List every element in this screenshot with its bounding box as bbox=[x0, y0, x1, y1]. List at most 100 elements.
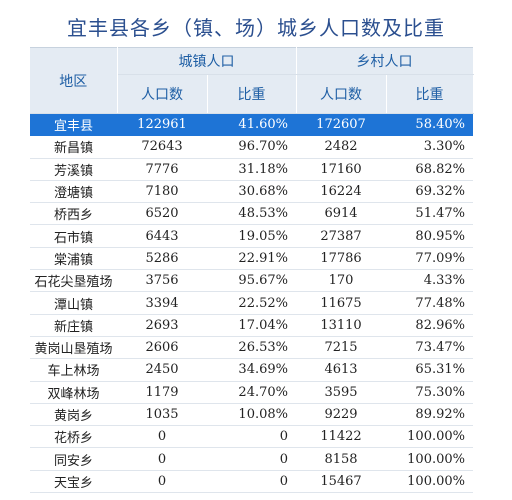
table-row[interactable]: 同安乡 0 0 8158 100.00% bbox=[30, 447, 473, 471]
table-row[interactable]: 宜丰县 122961 41.60% 172607 58.40% bbox=[30, 113, 473, 137]
cell-urban-population: 122961 bbox=[117, 113, 207, 137]
cell-rural-population: 7215 bbox=[296, 336, 386, 360]
cell-urban-population: 1035 bbox=[117, 403, 207, 427]
cell-region-name: 黄岗山垦殖场 bbox=[30, 336, 117, 360]
cell-rural-ratio: 100.00% bbox=[386, 447, 473, 471]
cell-region-name: 车上林场 bbox=[30, 358, 117, 382]
cell-rural-population: 6914 bbox=[296, 202, 386, 226]
column-group-rural[interactable]: 乡村人口 bbox=[296, 47, 474, 75]
cell-urban-ratio: 48.53% bbox=[207, 202, 296, 226]
cell-urban-ratio: 34.69% bbox=[207, 358, 296, 382]
cell-rural-ratio: 73.47% bbox=[386, 336, 473, 360]
column-header-region[interactable]: 地区 bbox=[30, 47, 118, 114]
cell-rural-ratio: 80.95% bbox=[386, 224, 473, 248]
cell-region-name: 黄岗乡 bbox=[30, 403, 117, 427]
cell-region-name: 桥西乡 bbox=[30, 202, 117, 226]
cell-urban-ratio: 10.08% bbox=[207, 403, 296, 427]
cell-rural-ratio: 75.30% bbox=[386, 381, 473, 404]
cell-rural-population: 4613 bbox=[296, 358, 386, 382]
header-row-group: 地区 城镇人口 乡村人口 bbox=[30, 47, 474, 114]
cell-urban-population: 0 bbox=[117, 447, 207, 471]
cell-rural-ratio: 82.96% bbox=[386, 314, 473, 337]
cell-urban-ratio: 26.53% bbox=[207, 336, 296, 360]
cell-rural-population: 2482 bbox=[296, 135, 386, 159]
cell-urban-ratio: 96.70% bbox=[207, 135, 296, 159]
cell-urban-population: 0 bbox=[117, 470, 207, 494]
table-row[interactable]: 桥西乡 6520 48.53% 6914 51.47% bbox=[30, 202, 473, 226]
cell-rural-ratio: 3.30% bbox=[386, 135, 473, 159]
cell-rural-ratio: 100.00% bbox=[386, 470, 473, 494]
cell-urban-population: 6520 bbox=[117, 202, 207, 226]
table-row[interactable]: 棠浦镇 5286 22.91% 17786 77.09% bbox=[30, 247, 473, 271]
cell-region-name: 芳溪镇 bbox=[30, 158, 117, 181]
table-row[interactable]: 芳溪镇 7776 31.18% 17160 68.82% bbox=[30, 158, 473, 181]
cell-rural-population: 172607 bbox=[296, 113, 386, 137]
population-table: 地区 城镇人口 乡村人口 人口数 比重 人口数 比重 宜丰县 122961 41.6… bbox=[30, 47, 474, 494]
table-row[interactable]: 新庄镇 2693 17.04% 13110 82.96% bbox=[30, 314, 473, 337]
cell-urban-ratio: 0 bbox=[207, 470, 296, 494]
cell-urban-population: 2693 bbox=[117, 314, 207, 337]
table-row[interactable]: 双峰林场 1179 24.70% 3595 75.30% bbox=[30, 381, 473, 404]
cell-rural-ratio: 69.32% bbox=[386, 180, 473, 204]
table-row[interactable]: 新昌镇 72643 96.70% 2482 3.30% bbox=[30, 135, 473, 159]
column-header-urban-ratio[interactable]: 比重 bbox=[207, 74, 297, 114]
cell-urban-population: 2606 bbox=[117, 336, 207, 360]
cell-urban-ratio: 22.91% bbox=[207, 247, 296, 271]
cell-rural-ratio: 68.82% bbox=[386, 158, 473, 181]
cell-region-name: 棠浦镇 bbox=[30, 247, 117, 271]
column-group-urban[interactable]: 城镇人口 bbox=[117, 47, 297, 75]
cell-rural-population: 13110 bbox=[296, 314, 386, 337]
cell-rural-population: 27387 bbox=[296, 224, 386, 248]
cell-rural-population: 17160 bbox=[296, 158, 386, 181]
cell-rural-ratio: 51.47% bbox=[386, 202, 473, 226]
table-row[interactable]: 潭山镇 3394 22.52% 11675 77.48% bbox=[30, 291, 473, 315]
column-header-rural-ratio[interactable]: 比重 bbox=[386, 74, 474, 114]
cell-region-name: 石花尖垦殖场 bbox=[30, 269, 117, 293]
cell-urban-population: 7180 bbox=[117, 180, 207, 204]
table-row[interactable]: 石市镇 6443 19.05% 27387 80.95% bbox=[30, 224, 473, 248]
cell-rural-population: 16224 bbox=[296, 180, 386, 204]
cell-region-name: 潭山镇 bbox=[30, 291, 117, 315]
cell-urban-population: 6443 bbox=[117, 224, 207, 248]
cell-region-name: 宜丰县 bbox=[30, 113, 117, 137]
cell-rural-ratio: 89.92% bbox=[386, 403, 473, 427]
cell-rural-ratio: 100.00% bbox=[386, 425, 473, 449]
header-row-sub: 人口数 比重 人口数 比重 bbox=[30, 74, 474, 114]
page-title: 宜丰县各乡（镇、场）城乡人口数及比重 bbox=[67, 16, 445, 40]
cell-urban-ratio: 41.60% bbox=[207, 113, 296, 137]
cell-urban-population: 2450 bbox=[117, 358, 207, 382]
table-row[interactable]: 黄岗乡 1035 10.08% 9229 89.92% bbox=[30, 403, 473, 427]
cell-urban-population: 5286 bbox=[117, 247, 207, 271]
cell-region-name: 石市镇 bbox=[30, 224, 117, 248]
cell-urban-ratio: 17.04% bbox=[207, 314, 296, 337]
cell-urban-population: 3394 bbox=[117, 291, 207, 315]
cell-rural-population: 3595 bbox=[296, 381, 386, 404]
cell-urban-ratio: 0 bbox=[207, 447, 296, 471]
cell-rural-ratio: 58.40% bbox=[386, 113, 473, 137]
cell-rural-ratio: 77.48% bbox=[386, 291, 473, 315]
cell-rural-population: 17786 bbox=[296, 247, 386, 271]
cell-rural-ratio: 4.33% bbox=[386, 269, 473, 293]
cell-urban-population: 0 bbox=[117, 425, 207, 449]
table-row[interactable]: 天宝乡 0 0 15467 100.00% bbox=[30, 470, 473, 494]
table-row[interactable]: 澄塘镇 7180 30.68% 16224 69.32% bbox=[30, 180, 473, 204]
cell-urban-ratio: 31.18% bbox=[207, 158, 296, 181]
cell-urban-ratio: 95.67% bbox=[207, 269, 296, 293]
table-row[interactable]: 石花尖垦殖场 3756 95.67% 170 4.33% bbox=[30, 269, 473, 293]
cell-rural-population: 11675 bbox=[296, 291, 386, 315]
cell-region-name: 新庄镇 bbox=[30, 314, 117, 337]
cell-rural-population: 9229 bbox=[296, 403, 386, 427]
cell-rural-population: 11422 bbox=[296, 425, 386, 449]
cell-urban-population: 1179 bbox=[117, 381, 207, 404]
table-row[interactable]: 花桥乡 0 0 11422 100.00% bbox=[30, 425, 473, 449]
cell-urban-ratio: 30.68% bbox=[207, 180, 296, 204]
table-body: 宜丰县 122961 41.60% 172607 58.40% 新昌镇 72643 96.70… bbox=[30, 113, 473, 494]
cell-urban-population: 3756 bbox=[117, 269, 207, 293]
column-header-urban-population[interactable]: 人口数 bbox=[117, 74, 208, 114]
table-row[interactable]: 黄岗山垦殖场 2606 26.53% 7215 73.47% bbox=[30, 336, 473, 360]
cell-region-name: 花桥乡 bbox=[30, 425, 117, 449]
table-row[interactable]: 车上林场 2450 34.69% 4613 65.31% bbox=[30, 358, 473, 382]
cell-urban-ratio: 0 bbox=[207, 425, 296, 449]
cell-urban-ratio: 24.70% bbox=[207, 381, 296, 404]
column-header-rural-population[interactable]: 人口数 bbox=[296, 74, 387, 114]
